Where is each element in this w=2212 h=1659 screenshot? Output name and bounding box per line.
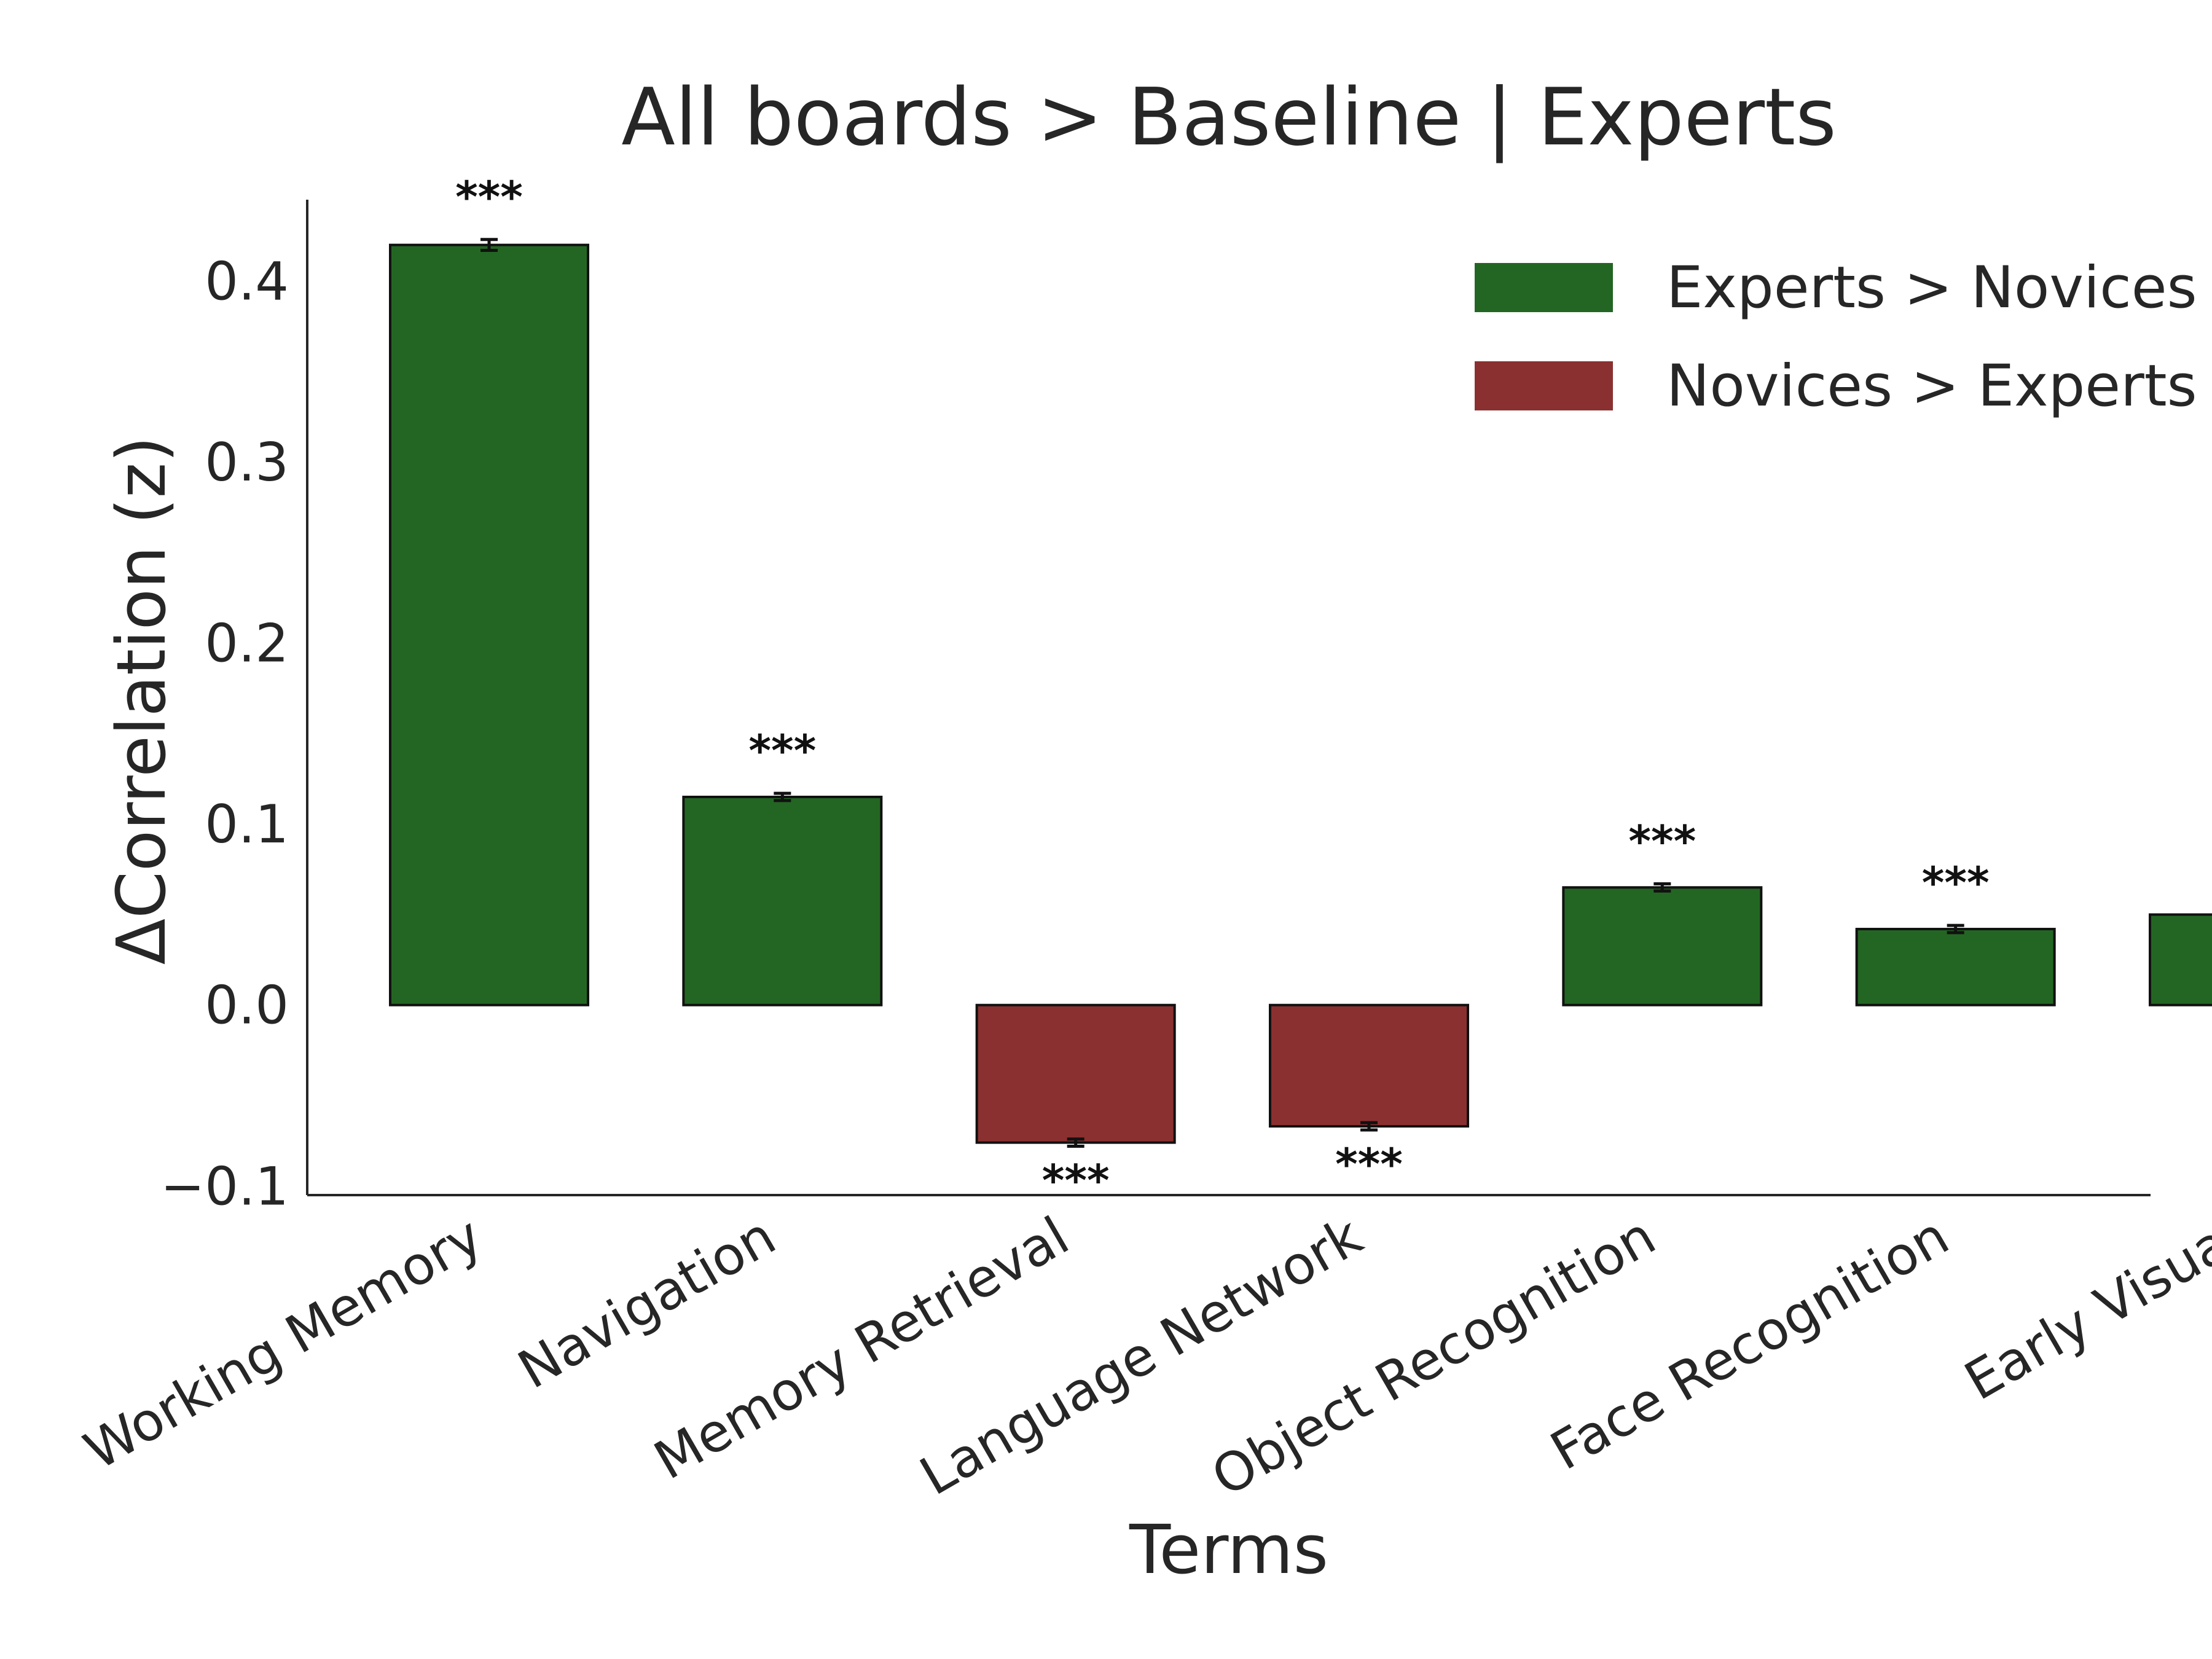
bars — [389, 243, 2212, 1144]
significance-label: *** — [1628, 816, 1696, 866]
significance-label: *** — [1042, 1155, 1110, 1206]
x-tick-label: Working Memory — [74, 1206, 492, 1483]
bar — [1855, 928, 2056, 1006]
legend-label-experts: Experts > Novices — [1666, 254, 2197, 321]
y-ticks: −0.1 0.0 0.1 0.2 0.3 0.4 — [160, 251, 289, 1218]
y-axis-label: ΔCorrelation (z) — [102, 436, 181, 965]
bar — [1269, 1003, 1469, 1128]
y-tick-label: 0.4 — [205, 251, 289, 313]
error-bar — [480, 238, 498, 252]
y-tick-label: 0.1 — [205, 794, 289, 855]
error-bar — [774, 791, 791, 802]
y-tick-label: −0.1 — [160, 1156, 289, 1217]
x-tick-label: Navigation — [508, 1206, 786, 1402]
legend: Experts > Novices Novices > Experts — [1475, 254, 2197, 420]
error-bar — [1947, 924, 1964, 935]
y-tick-label: 0.0 — [205, 975, 289, 1037]
significance-label: *** — [455, 172, 523, 222]
legend-swatch-experts — [1475, 263, 1613, 312]
y-tick-label: 0.3 — [205, 432, 289, 493]
bar — [682, 796, 883, 1006]
legend-swatch-novices — [1475, 361, 1613, 410]
significance-label: *** — [1335, 1139, 1403, 1190]
error-bar — [1653, 882, 1671, 893]
significance-label: *** — [1922, 858, 1990, 908]
bar — [2149, 913, 2212, 1006]
chart-title: All boards > Baseline | Experts — [621, 72, 1837, 163]
bar — [975, 1003, 1176, 1144]
axes — [306, 200, 2151, 1196]
x-axis-label: Terms — [1129, 1510, 1328, 1589]
bar — [389, 243, 589, 1006]
y-tick-label: 0.2 — [205, 613, 289, 675]
significance-label: *** — [748, 726, 816, 776]
significance-labels: ********************* — [455, 172, 1990, 1206]
legend-label-novices: Novices > Experts — [1666, 353, 2197, 420]
x-tick-label: Early Visual — [1955, 1206, 2212, 1413]
error-bars — [480, 238, 1964, 1148]
error-bar — [1067, 1137, 1084, 1148]
bar — [1562, 886, 1763, 1006]
error-bar — [1360, 1121, 1378, 1132]
